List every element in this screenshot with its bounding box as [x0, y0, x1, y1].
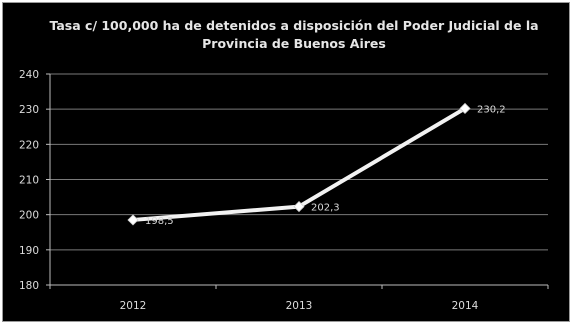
x-tick-label-2014: 2014 — [452, 300, 479, 312]
data-label-2012: 198,5 — [145, 216, 174, 227]
series-layer — [127, 102, 471, 226]
data-point-2013 — [293, 201, 305, 213]
y-tick-label-240: 240 — [19, 69, 39, 81]
y-tick-label-220: 220 — [19, 139, 39, 151]
data-label-2014: 230,2 — [477, 104, 506, 115]
x-tick-label-2013: 2013 — [286, 300, 313, 312]
chart-frame — [2, 2, 570, 322]
data-point-2014 — [459, 102, 471, 115]
data-label-2013: 202,3 — [311, 203, 340, 214]
gridlines — [50, 73, 548, 251]
y-tick-label-190: 190 — [19, 245, 39, 257]
data-labels: 198,5 202,3 230,2 — [145, 104, 506, 226]
y-tick-label-200: 200 — [19, 210, 39, 222]
chart-title-line-1: Tasa c/ 100,000 ha de detenidos a dispos… — [49, 18, 538, 33]
chart-title: Tasa c/ 100,000 ha de detenidos a dispos… — [49, 18, 538, 51]
chart-title-line-2: Provincia de Buenos Aires — [202, 36, 386, 51]
data-point-2012 — [127, 214, 139, 226]
y-tick-label-210: 210 — [19, 175, 39, 187]
y-tick-label-180: 180 — [19, 280, 39, 292]
x-tick-label-2012: 2012 — [120, 300, 147, 312]
x-axis: 2012 2013 2014 — [49, 284, 549, 312]
y-axis: 180 190 200 210 220 230 240 — [19, 69, 51, 292]
y-tick-label-230: 230 — [19, 104, 39, 116]
